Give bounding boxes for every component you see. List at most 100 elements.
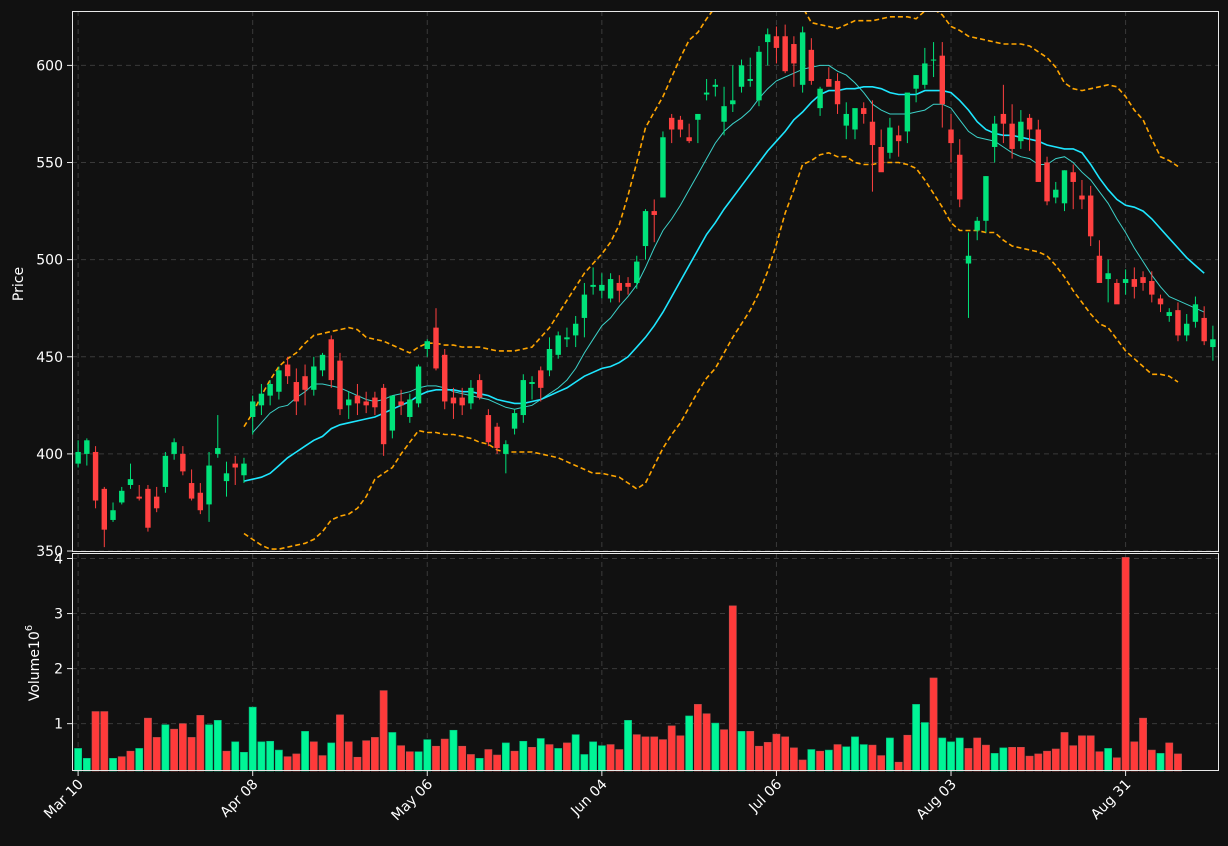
volume-bar	[807, 749, 816, 772]
candle-body	[354, 395, 361, 404]
volume-bar	[257, 741, 266, 772]
volume-bars	[74, 557, 1182, 772]
volume-y-ticks: 1 2 3 4	[54, 552, 72, 733]
price-axis-label: Price	[11, 267, 27, 301]
volume-bar	[781, 736, 790, 772]
volume-bar	[1104, 748, 1113, 772]
candle-body	[1079, 195, 1085, 200]
candle-body	[599, 284, 605, 291]
volume-bar	[1156, 753, 1165, 772]
volume-bar	[763, 742, 772, 772]
candle-body	[1070, 172, 1076, 182]
volume-bar	[1051, 748, 1060, 772]
volume-bar	[109, 758, 117, 772]
candle-body	[1122, 279, 1129, 283]
candle-body	[747, 78, 753, 81]
volume-bar	[318, 755, 327, 772]
candle-body	[206, 465, 212, 505]
candle-body	[1201, 317, 1207, 342]
candle-body	[433, 327, 439, 369]
candle-body	[590, 284, 596, 287]
volume-bar	[676, 735, 685, 772]
volume-bar	[772, 733, 781, 772]
candle-body	[1210, 339, 1216, 348]
volume-bar	[353, 756, 362, 772]
volume-bar	[947, 741, 955, 772]
volume-bar	[1043, 750, 1051, 772]
price-grid	[72, 11, 1219, 552]
axes	[72, 11, 1219, 771]
volume-bar	[990, 753, 999, 772]
candle-body	[1157, 298, 1164, 305]
volume-bar	[580, 754, 589, 772]
volume-bar	[248, 706, 257, 772]
volume-bar	[702, 713, 711, 772]
volume-bar	[371, 737, 379, 772]
candle-body	[328, 339, 334, 381]
volume-axis-exponent-base: 10	[27, 631, 43, 649]
candle-body	[276, 370, 282, 392]
volume-bar	[327, 742, 336, 772]
volume-bar	[728, 605, 737, 772]
volume-bar	[240, 751, 248, 772]
candle-body	[1175, 310, 1181, 336]
volume-bar	[1095, 751, 1104, 772]
volume-bar	[170, 728, 179, 772]
candle-body	[1087, 195, 1094, 237]
candle-body	[529, 382, 535, 384]
candle-body	[572, 323, 579, 336]
candle-body	[799, 32, 806, 85]
volume-bar	[493, 754, 501, 772]
candle-body	[1000, 113, 1007, 124]
volume-tick-label: 4	[54, 552, 63, 568]
volume-bar	[484, 749, 493, 772]
candle-body	[188, 483, 195, 499]
volume-bar	[458, 745, 467, 772]
candle-body	[223, 473, 230, 482]
candle-body	[415, 366, 422, 404]
volume-bar	[851, 736, 859, 772]
volume-axis-label-text: Volume	[27, 649, 43, 701]
candle-body	[782, 36, 788, 72]
candle-body	[1018, 121, 1024, 142]
volume-bar	[545, 744, 554, 772]
candle-body	[765, 34, 771, 43]
volume-bar	[467, 754, 475, 772]
candle-body	[319, 354, 326, 371]
candle-body	[738, 65, 745, 87]
candle-body	[930, 59, 937, 61]
volume-bar	[397, 745, 405, 772]
volume-bar	[362, 740, 371, 772]
candle-body	[1009, 123, 1015, 149]
candle-body	[92, 451, 99, 501]
candle-body	[625, 282, 631, 287]
candle-body	[476, 380, 483, 398]
volume-bar	[632, 734, 641, 772]
volume-bar	[1034, 753, 1043, 772]
candle-body	[380, 387, 387, 445]
volume-bar	[1016, 747, 1025, 772]
candle-body	[363, 401, 369, 406]
candle-body	[1035, 129, 1042, 182]
candle-body	[503, 444, 509, 454]
volume-bar	[283, 756, 292, 772]
candle-body	[75, 451, 81, 464]
candle-body	[555, 335, 561, 355]
candle-body	[634, 261, 640, 283]
volume-bar	[432, 745, 440, 772]
volume-bar	[955, 737, 964, 772]
candle-body	[511, 413, 518, 429]
volume-panel-frame	[72, 553, 1219, 771]
candle-body	[136, 496, 142, 499]
candle-body	[180, 453, 186, 472]
volume-bar	[615, 749, 624, 772]
candle-body	[974, 220, 980, 231]
candle-body	[162, 455, 169, 487]
candle-body	[756, 51, 762, 101]
volume-bar	[144, 717, 152, 772]
candle-body	[1053, 189, 1059, 198]
price-tick-label: 450	[36, 350, 63, 366]
volume-bar	[178, 723, 187, 772]
volume-tick-label: 3	[54, 607, 63, 623]
candle-body	[232, 463, 238, 468]
